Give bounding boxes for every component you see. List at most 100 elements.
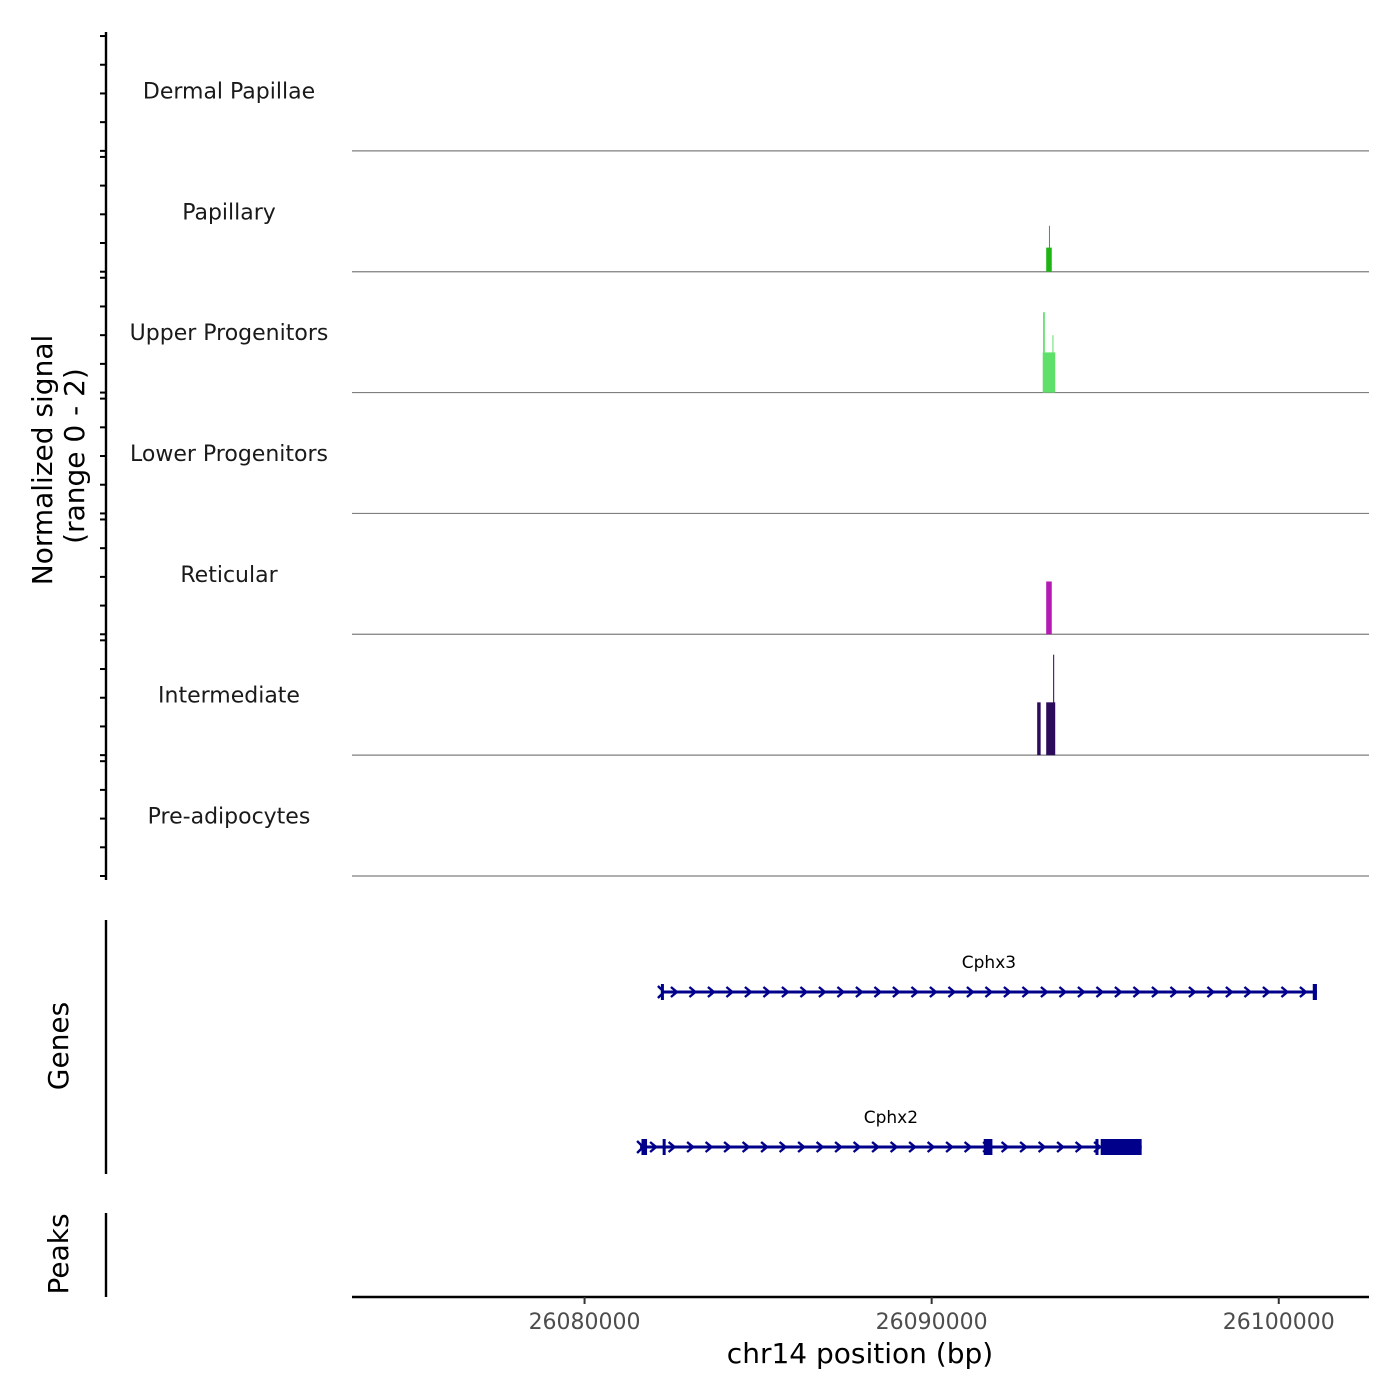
strand-arrow [1206, 986, 1216, 998]
strand-arrow [1132, 986, 1142, 998]
strand-arrow [1003, 986, 1012, 998]
coverage-track: Upper Progenitors [130, 312, 1369, 394]
strand-arrow [1077, 986, 1086, 998]
coverage-track: Pre-adipocytes [148, 805, 1369, 877]
strand-arrow [1000, 1141, 1010, 1153]
exon-block [1100, 1139, 1142, 1155]
strand-arrow [892, 986, 901, 998]
strand-arrow [1280, 986, 1290, 998]
genes-panel: Cphx3 Cphx2 [104, 920, 1317, 1174]
strand-arrow [910, 986, 920, 998]
track-label: Pre-adipocytes [148, 805, 311, 830]
strand-arrow [1243, 986, 1253, 998]
gene-model: Cphx2 [636, 1108, 1142, 1155]
coverage-track: Intermediate [158, 654, 1369, 756]
coverage-signal-bar [1053, 654, 1055, 756]
coverage-track: Lower Progenitors [130, 442, 1369, 515]
x-axis: 26080000 26090000 26100000 [352, 1295, 1369, 1335]
coverage-signal-bar [1042, 352, 1056, 393]
strand-arrow [1151, 986, 1160, 998]
strand-arrow [1021, 986, 1031, 998]
coverage-track: Reticular [180, 563, 1369, 635]
strand-arrow [781, 986, 790, 998]
strand-arrow [855, 986, 864, 998]
coverage-signal-bar [1052, 335, 1054, 393]
coverage-signal-bar [1046, 581, 1052, 635]
strand-arrow [889, 1141, 899, 1153]
x-axis-tick-label: 26090000 [876, 1310, 988, 1335]
track-label: Papillary [182, 200, 276, 225]
track-label: Dermal Papillae [143, 79, 315, 104]
coverage-signal-bar [1046, 702, 1056, 756]
track-label: Reticular [180, 563, 278, 588]
strand-arrow [871, 1141, 880, 1153]
strand-arrow [799, 986, 809, 998]
strand-arrow [688, 986, 698, 998]
coverage-y-axis-title-line2: (range 0 - 2) [58, 368, 91, 544]
strand-arrow [873, 986, 883, 998]
strand-arrow [984, 986, 994, 998]
strand-arrow [723, 1141, 732, 1153]
genes-y-axis-title: Genes [42, 1002, 75, 1090]
exon-block [641, 1139, 648, 1155]
strand-arrow [725, 986, 735, 998]
exon-block [662, 1139, 666, 1155]
strand-arrow [649, 1141, 658, 1153]
strand-arrow [836, 986, 846, 998]
coverage-signal-bar [1037, 702, 1041, 756]
strand-arrow [945, 1141, 954, 1153]
gene-label: Cphx2 [864, 1108, 918, 1128]
strand-arrow [834, 1141, 843, 1153]
strand-arrow [667, 1141, 677, 1153]
strand-arrow [1058, 986, 1068, 998]
coverage-track: Papillary [182, 200, 1369, 273]
exon-block [983, 1139, 993, 1155]
strand-arrow [963, 1141, 973, 1153]
strand-arrow [686, 1141, 695, 1153]
strand-arrow [707, 986, 716, 998]
track-label: Lower Progenitors [130, 442, 328, 467]
strand-arrow [1037, 1141, 1047, 1153]
strand-arrow [1262, 986, 1271, 998]
strand-arrow [797, 1141, 806, 1153]
strand-arrow [1056, 1141, 1065, 1153]
gene-model: Cphx3 [657, 953, 1317, 1000]
strand-arrow [966, 986, 975, 998]
strand-arrow [1040, 986, 1049, 998]
coverage-track: Dermal Papillae [143, 79, 1369, 152]
gene-label: Cphx3 [962, 953, 1016, 973]
strand-arrow [744, 986, 753, 998]
strand-arrow [929, 986, 938, 998]
strand-arrow [704, 1141, 714, 1153]
coverage-y-axis-title-line1: Normalized signal [26, 335, 59, 586]
coverage-signal-bar [1043, 312, 1045, 393]
strand-arrow [815, 1141, 825, 1153]
exon-block [660, 984, 664, 1000]
strand-arrow [1095, 986, 1105, 998]
strand-arrow [1225, 986, 1234, 998]
coverage-panel: Dermal Papillae Papillary Upper Progenitor… [100, 32, 1369, 880]
strand-arrow [947, 986, 957, 998]
strand-arrow [760, 1141, 769, 1153]
exon-block [1095, 1139, 1099, 1155]
strand-arrow [908, 1141, 917, 1153]
track-label: Intermediate [158, 684, 300, 709]
track-label: Upper Progenitors [130, 321, 329, 346]
strand-arrow [852, 1141, 862, 1153]
strand-arrow [741, 1141, 751, 1153]
strand-arrow [778, 1141, 788, 1153]
strand-arrow [1019, 1141, 1028, 1153]
strand-arrow [1074, 1141, 1084, 1153]
peaks-y-axis-title: Peaks [42, 1213, 75, 1294]
strand-arrow [1299, 986, 1308, 998]
strand-arrow [926, 1141, 936, 1153]
x-axis-title: chr14 position (bp) [727, 1337, 993, 1370]
x-axis-tick-label: 26100000 [1223, 1310, 1335, 1335]
coverage-signal-bar [1048, 225, 1050, 272]
strand-arrow [670, 986, 679, 998]
strand-arrow [818, 986, 827, 998]
strand-arrow [762, 986, 772, 998]
strand-arrow [1188, 986, 1197, 998]
x-axis-tick-label: 26080000 [529, 1310, 641, 1335]
